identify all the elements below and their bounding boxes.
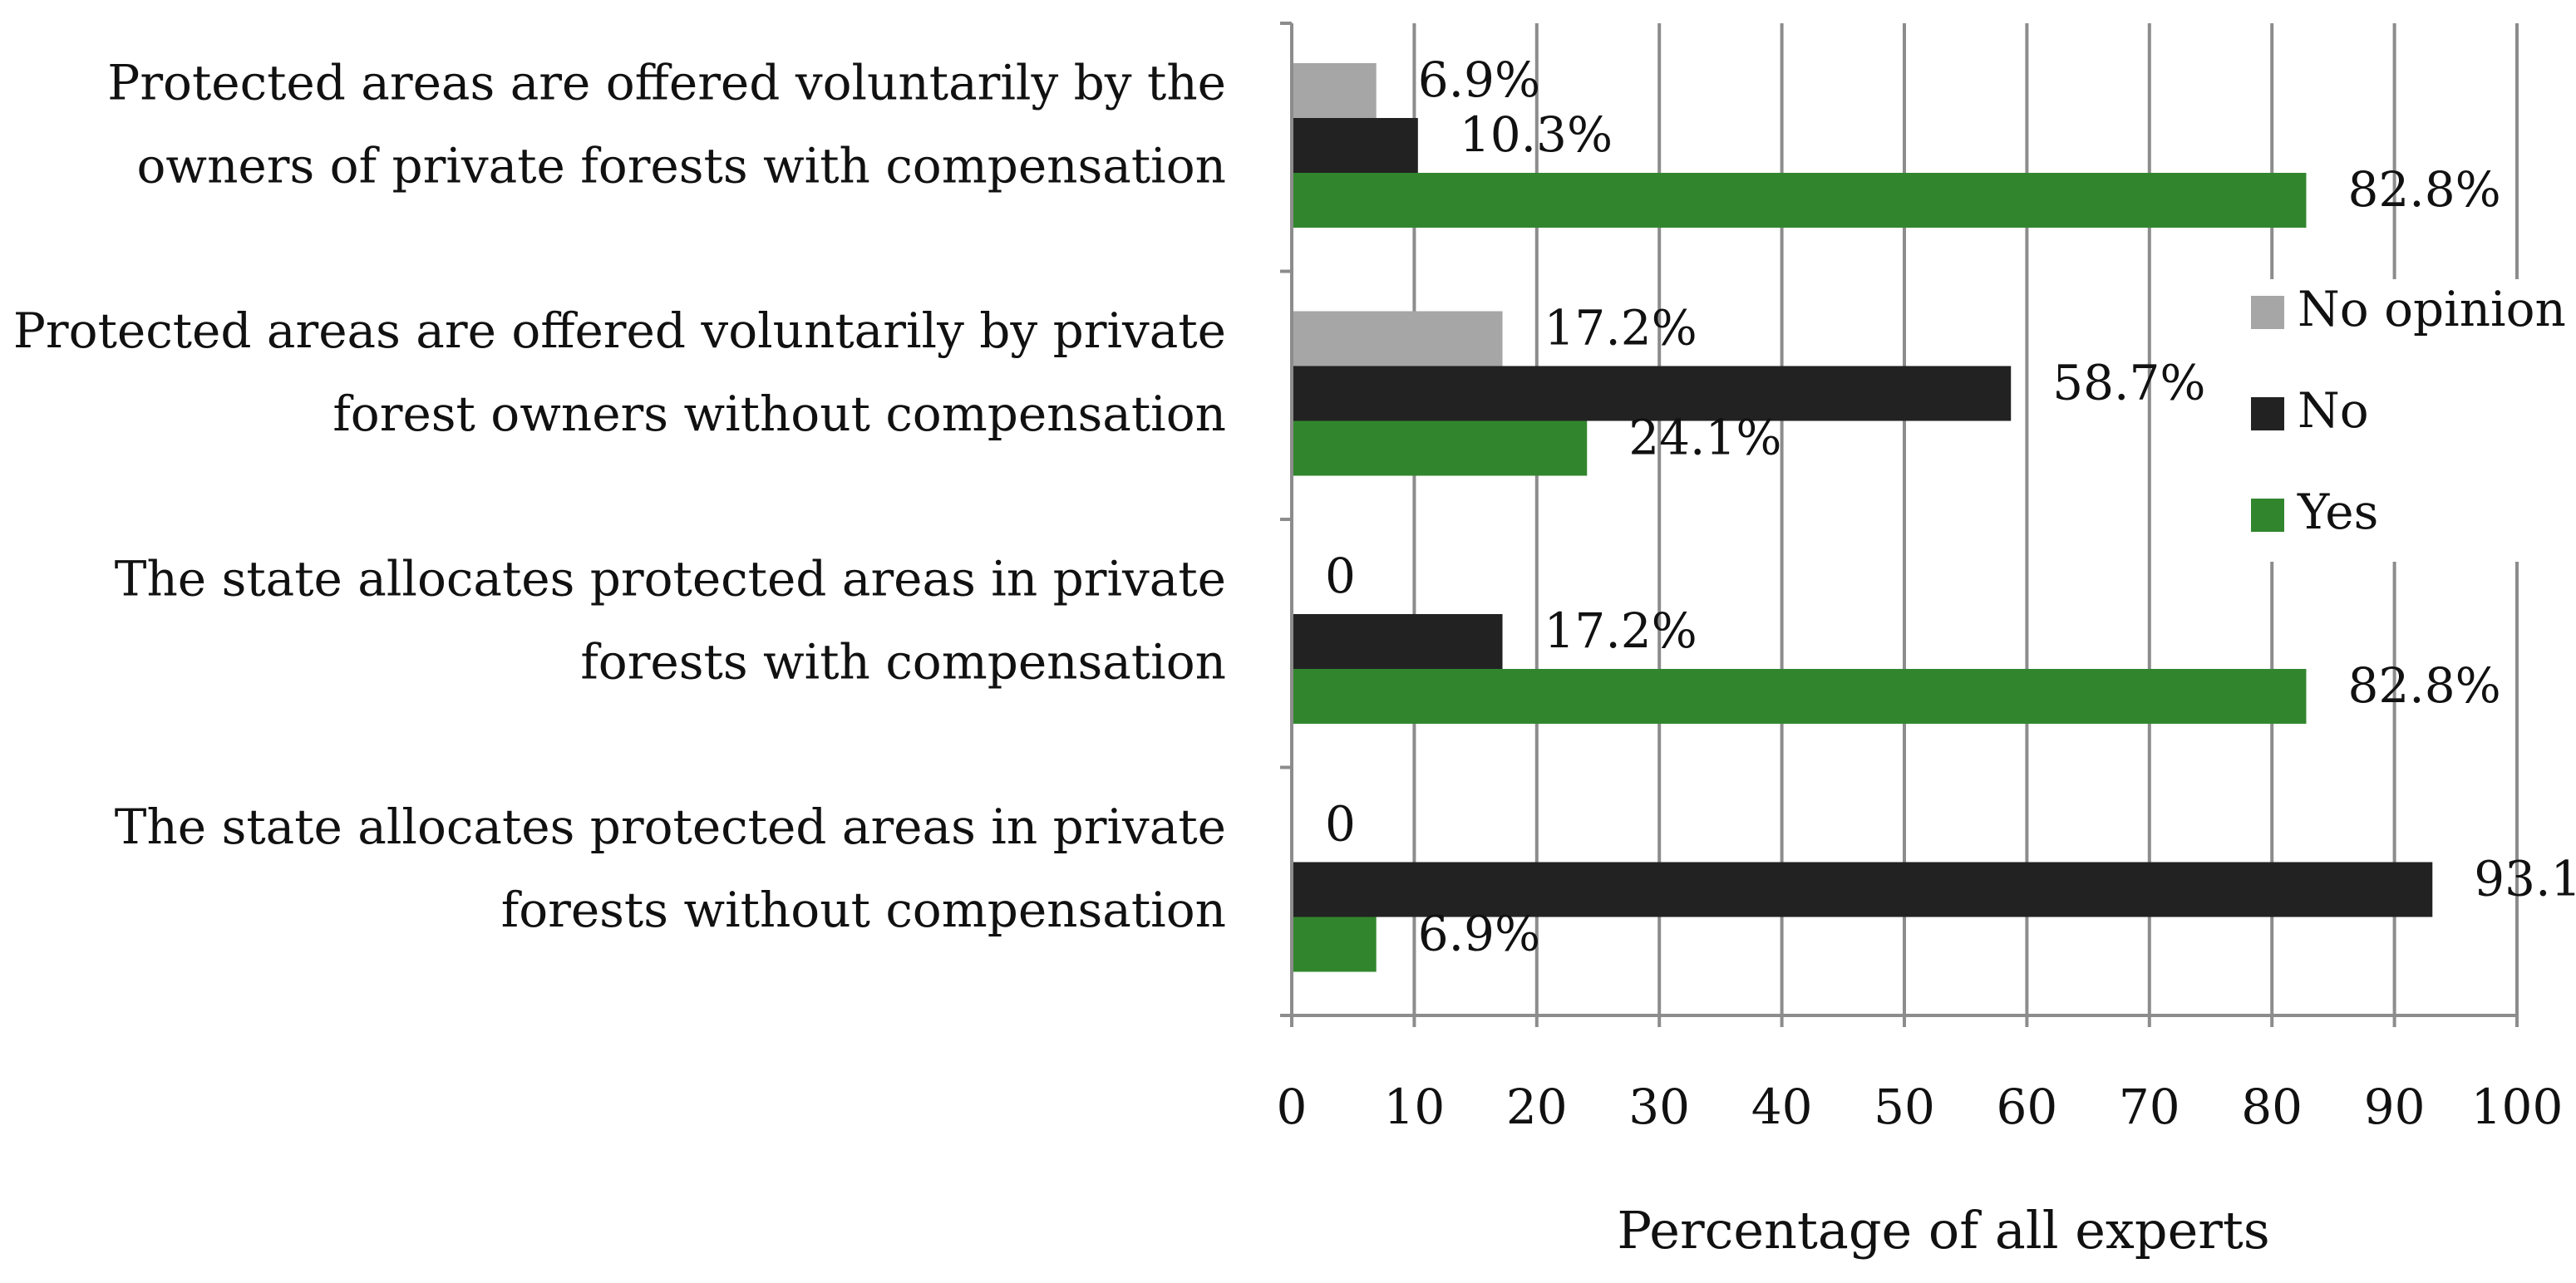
bar-no-opinion: [1292, 63, 1377, 118]
bar-no: [1292, 614, 1503, 669]
category-label: Protected areas are offered voluntarily …: [107, 54, 1226, 111]
data-label: 0: [1325, 796, 1356, 853]
x-tick-label: 30: [1628, 1079, 1690, 1135]
x-tick-label: 90: [2364, 1079, 2426, 1135]
legend-swatch-no: [2251, 397, 2284, 430]
x-tick-label: 40: [1751, 1079, 1813, 1135]
legend-background: [2236, 279, 2576, 562]
bar-yes: [1292, 917, 1377, 972]
data-label: 24.1%: [1628, 410, 1781, 466]
bar-no: [1292, 366, 2012, 421]
data-label: 82.8%: [2347, 657, 2500, 714]
data-label: 10.3%: [1460, 106, 1613, 163]
bars: [1292, 63, 2433, 972]
bar-yes: [1292, 173, 2307, 228]
category-label: forests with compensation: [580, 633, 1226, 690]
x-tick-label: 0: [1277, 1079, 1308, 1135]
data-label: 6.9%: [1418, 52, 1540, 108]
category-label: owners of private forests with compensat…: [137, 137, 1227, 194]
data-label: 58.7%: [2052, 355, 2205, 411]
category-label: forest owners without compensation: [332, 386, 1226, 442]
data-label: 17.2%: [1544, 300, 1697, 356]
x-axis-title: Percentage of all experts: [1617, 1200, 2269, 1261]
x-tick-labels: 0 10 20 30 40 50 60 70 80 90 100: [1277, 1079, 2564, 1135]
x-tick-label: 10: [1383, 1079, 1445, 1135]
bar-no-opinion: [1292, 311, 1503, 366]
data-labels: 6.9%10.3%82.8%17.2%58.7%24.1%017.2%82.8%…: [1325, 52, 2576, 962]
axes: [1280, 22, 2519, 1027]
data-label: 6.9%: [1418, 906, 1540, 962]
x-tick-label: 100: [2471, 1079, 2564, 1135]
legend-label: No: [2298, 382, 2369, 439]
category-label: The state allocates protected areas in p…: [115, 550, 1226, 607]
data-label: 93.1%: [2474, 851, 2576, 907]
category-label: The state allocates protected areas in p…: [115, 799, 1226, 855]
category-label: Protected areas are offered voluntarily …: [13, 302, 1226, 359]
x-tick-label: 70: [2119, 1079, 2180, 1135]
legend: No opinion No Yes: [2251, 281, 2566, 540]
legend-label: Yes: [2297, 484, 2378, 540]
category-labels: Protected areas are offered voluntarily …: [13, 54, 1226, 938]
x-tick-label: 60: [1996, 1079, 2057, 1135]
legend-swatch-no-opinion: [2251, 296, 2284, 329]
category-label: forests without compensation: [501, 882, 1226, 938]
x-tick-label: 80: [2241, 1079, 2303, 1135]
x-tick-label: 50: [1874, 1079, 1935, 1135]
x-tick-label: 20: [1506, 1079, 1568, 1135]
bar-yes: [1292, 420, 1588, 476]
legend-label: No opinion: [2298, 281, 2566, 337]
bar-no: [1292, 118, 1418, 173]
bar-yes: [1292, 669, 2307, 724]
data-label: 82.8%: [2347, 161, 2500, 218]
data-label: 17.2%: [1544, 602, 1697, 659]
legend-swatch-yes: [2251, 499, 2284, 532]
bar-no: [1292, 862, 2433, 917]
data-label: 0: [1325, 548, 1356, 604]
